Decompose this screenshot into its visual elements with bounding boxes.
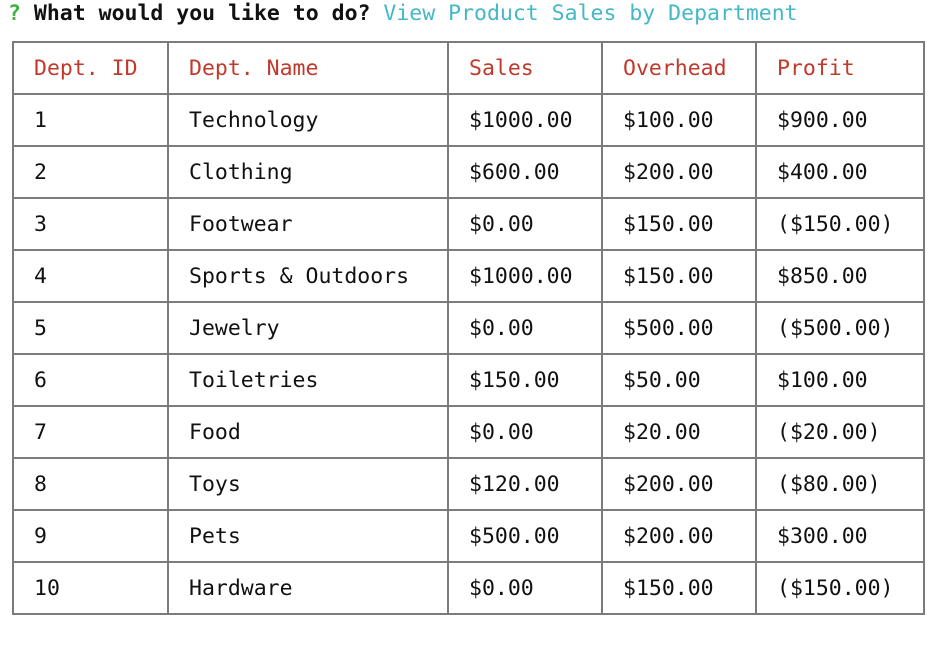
dept-id-cell: 7 (12, 405, 169, 459)
dept-id-cell: 9 (12, 509, 169, 563)
dept-name-cell: Technology (167, 93, 449, 147)
sales-cell: $0.00 (447, 405, 603, 459)
overhead-cell: $150.00 (601, 197, 757, 251)
sales-cell: $120.00 (447, 457, 603, 511)
table-row: 1 Technology $1000.00 $100.00 $900.00 (12, 93, 925, 147)
dept-name-cell: Jewelry (167, 301, 449, 355)
header-profit: Profit (755, 41, 925, 95)
profit-cell: ($150.00) (755, 561, 925, 615)
profit-cell: $400.00 (755, 145, 925, 199)
dept-id-cell: 1 (12, 93, 169, 147)
header-overhead: Overhead (601, 41, 757, 95)
profit-cell: ($150.00) (755, 197, 925, 251)
overhead-cell: $150.00 (601, 561, 757, 615)
sales-cell: $150.00 (447, 353, 603, 407)
sales-cell: $0.00 (447, 197, 603, 251)
department-sales-table: Dept. ID Dept. Name Sales Overhead Profi… (12, 41, 925, 615)
dept-name-cell: Food (167, 405, 449, 459)
prompt-marker: ? (8, 1, 21, 26)
table-row: 2 Clothing $600.00 $200.00 $400.00 (12, 145, 925, 199)
dept-name-cell: Sports & Outdoors (167, 249, 449, 303)
table-row: 10 Hardware $0.00 $150.00 ($150.00) (12, 561, 925, 615)
table-row: 3 Footwear $0.00 $150.00 ($150.00) (12, 197, 925, 251)
table-row: 9 Pets $500.00 $200.00 $300.00 (12, 509, 925, 563)
profit-cell: $900.00 (755, 93, 925, 147)
profit-cell: ($500.00) (755, 301, 925, 355)
overhead-cell: $200.00 (601, 457, 757, 511)
overhead-cell: $150.00 (601, 249, 757, 303)
prompt-question: What would you like to do? (33, 1, 371, 26)
table-header-row: Dept. ID Dept. Name Sales Overhead Profi… (12, 41, 925, 95)
overhead-cell: $200.00 (601, 145, 757, 199)
dept-id-cell: 10 (12, 561, 169, 615)
dept-id-cell: 3 (12, 197, 169, 251)
dept-name-cell: Clothing (167, 145, 449, 199)
dept-name-cell: Footwear (167, 197, 449, 251)
overhead-cell: $200.00 (601, 509, 757, 563)
sales-cell: $600.00 (447, 145, 603, 199)
dept-id-cell: 5 (12, 301, 169, 355)
terminal-prompt-line: ? What would you like to do? View Produc… (8, 0, 798, 28)
sales-cell: $1000.00 (447, 93, 603, 147)
sales-cell: $0.00 (447, 561, 603, 615)
sales-cell: $500.00 (447, 509, 603, 563)
dept-id-cell: 4 (12, 249, 169, 303)
table-row: 5 Jewelry $0.00 $500.00 ($500.00) (12, 301, 925, 355)
header-dept-name: Dept. Name (167, 41, 449, 95)
table-row: 8 Toys $120.00 $200.00 ($80.00) (12, 457, 925, 511)
dept-name-cell: Toiletries (167, 353, 449, 407)
overhead-cell: $500.00 (601, 301, 757, 355)
profit-cell: ($80.00) (755, 457, 925, 511)
prompt-answer: View Product Sales by Department (383, 1, 798, 26)
header-sales: Sales (447, 41, 603, 95)
dept-name-cell: Toys (167, 457, 449, 511)
sales-cell: $1000.00 (447, 249, 603, 303)
profit-cell: $300.00 (755, 509, 925, 563)
sales-cell: $0.00 (447, 301, 603, 355)
profit-cell: $100.00 (755, 353, 925, 407)
overhead-cell: $20.00 (601, 405, 757, 459)
dept-id-cell: 2 (12, 145, 169, 199)
profit-cell: ($20.00) (755, 405, 925, 459)
overhead-cell: $100.00 (601, 93, 757, 147)
dept-id-cell: 6 (12, 353, 169, 407)
dept-id-cell: 8 (12, 457, 169, 511)
overhead-cell: $50.00 (601, 353, 757, 407)
table-body: 1 Technology $1000.00 $100.00 $900.00 2 Clothi… (12, 93, 925, 615)
header-dept-id: Dept. ID (12, 41, 169, 95)
dept-name-cell: Hardware (167, 561, 449, 615)
dept-name-cell: Pets (167, 509, 449, 563)
profit-cell: $850.00 (755, 249, 925, 303)
table-row: 6 Toiletries $150.00 $50.00 $100.00 (12, 353, 925, 407)
table-row: 7 Food $0.00 $20.00 ($20.00) (12, 405, 925, 459)
table-row: 4 Sports & Outdoors $1000.00 $150.00 $850.00 (12, 249, 925, 303)
